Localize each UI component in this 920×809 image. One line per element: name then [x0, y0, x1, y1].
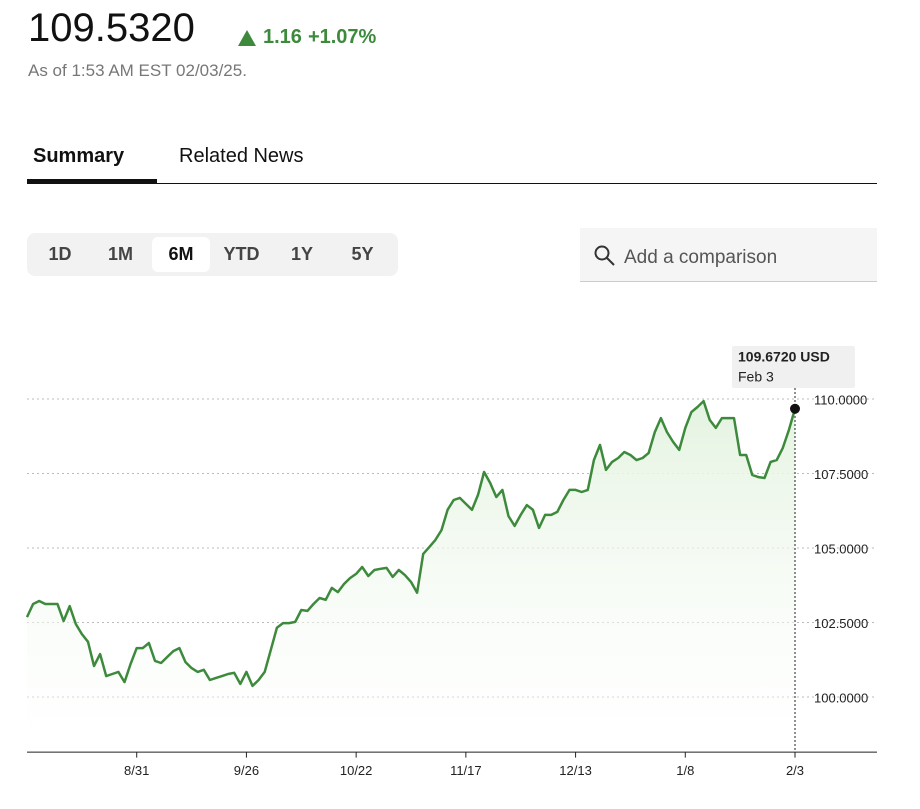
x-tick-label: 9/26 — [234, 763, 259, 778]
search-placeholder: Add a comparison — [624, 247, 778, 268]
area — [27, 401, 795, 751]
y-tick-label: 105.0000 — [814, 541, 868, 556]
x-tick-label: 1/8 — [676, 763, 694, 778]
x-tick-label: 2/3 — [786, 763, 804, 778]
range-button[interactable]: YTD — [223, 244, 260, 264]
as-of: As of 1:53 AM EST 02/03/25. — [28, 61, 247, 80]
end-point — [790, 403, 800, 414]
range-button[interactable]: 5Y — [351, 244, 374, 264]
price-line — [25, 399, 797, 688]
tooltip-value: 109.6720 USD — [738, 349, 830, 365]
y-tick-label: 107.5000 — [814, 467, 868, 482]
y-tick-label: 102.5000 — [814, 616, 868, 631]
change-percent: +1.07% — [307, 26, 377, 48]
range-button[interactable]: 1D — [48, 244, 72, 264]
y-tick-label: 100.0000 — [814, 690, 868, 705]
tooltip — [732, 346, 855, 388]
price: 109.5320 — [28, 6, 195, 50]
search-box[interactable]: Add a comparison — [580, 228, 877, 282]
x-tick-label: 8/31 — [124, 763, 149, 778]
tooltip-date: Feb 3 — [738, 369, 774, 385]
tab-underline — [27, 179, 157, 183]
divider — [27, 183, 877, 184]
x-tick-label: 10/22 — [340, 763, 373, 778]
x-tick-label: 12/13 — [559, 763, 592, 778]
tab[interactable]: Related News — [179, 145, 304, 167]
range-button[interactable]: 6M — [152, 237, 210, 272]
change-value: 1.16 — [263, 26, 302, 48]
search-icon — [594, 245, 615, 266]
tab[interactable]: Summary — [33, 145, 125, 167]
y-tick-label: 110.0000 — [814, 392, 867, 407]
range-button[interactable]: 1M — [107, 244, 133, 264]
x-tick-label: 11/17 — [450, 763, 482, 778]
range-button[interactable]: 1Y — [290, 244, 314, 264]
range-selector: 1D 1M 6M YTD 1Y 5Y — [27, 233, 398, 276]
change: 1.16 +1.07% — [237, 26, 376, 49]
up-arrow — [238, 29, 256, 46]
